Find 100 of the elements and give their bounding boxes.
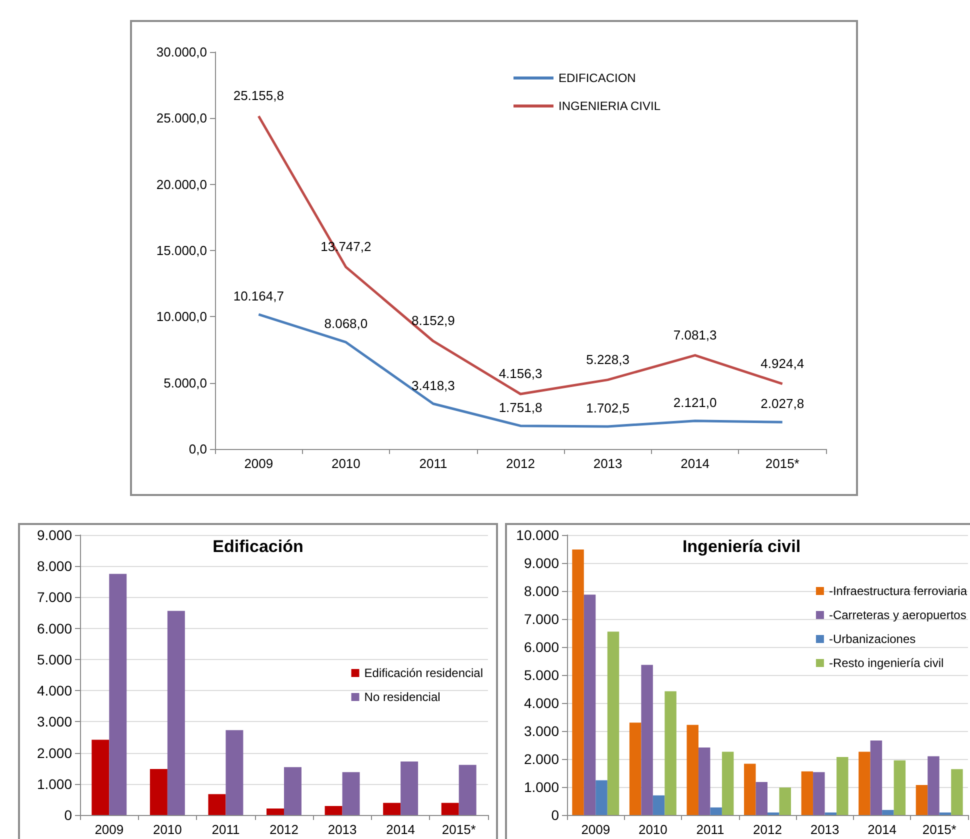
- x-tick-label: 2013: [810, 822, 840, 837]
- bar: [572, 550, 584, 815]
- y-tick-label: 9.000: [524, 555, 560, 571]
- x-tick-label: 2014: [868, 822, 897, 837]
- x-tick-label: 2012: [753, 822, 782, 837]
- y-tick-label: 1.000: [36, 776, 72, 792]
- x-tick-label: 2014: [680, 456, 710, 471]
- y-tick-label: 8.000: [524, 583, 560, 599]
- data-label: 5.228,3: [586, 352, 630, 367]
- y-tick-label: 1.000: [524, 779, 560, 795]
- y-tick-label: 6.000: [524, 639, 560, 655]
- bar: [801, 771, 814, 815]
- bar: [951, 769, 963, 815]
- y-tick-label: 10.000: [516, 527, 560, 543]
- y-tick-label: 20.000,0: [156, 176, 207, 192]
- y-tick-label: 15.000,0: [156, 243, 207, 258]
- bar: [813, 772, 825, 815]
- bar: [722, 752, 734, 815]
- y-tick-label: 5.000: [36, 651, 72, 668]
- data-label: 2.121,0: [673, 394, 717, 410]
- bar: [698, 748, 710, 815]
- x-tick-label: 2015*: [765, 456, 800, 471]
- bar: [928, 756, 940, 815]
- bar: [584, 594, 596, 815]
- y-tick-label: 5.000: [524, 667, 560, 683]
- bar: [458, 764, 476, 815]
- bar: [894, 760, 906, 815]
- data-label: 4.924,4: [760, 356, 804, 371]
- x-tick-label: 2014: [386, 822, 416, 837]
- x-tick-label: 2012: [506, 456, 535, 471]
- bar: [836, 757, 848, 815]
- bar: [710, 807, 722, 815]
- bar: [324, 806, 342, 815]
- y-tick-label: 3.000: [36, 714, 72, 730]
- y-tick-label: 3.000: [524, 723, 560, 739]
- bar: [858, 752, 870, 815]
- y-tick-label: 4.000: [524, 695, 560, 711]
- y-tick-label: 5.000,0: [164, 375, 207, 390]
- data-label: 3.418,3: [412, 378, 455, 393]
- y-tick-label: 2.000: [524, 751, 560, 767]
- y-tick-label: 6.000: [36, 620, 72, 636]
- bar: [441, 802, 459, 815]
- data-label: 4.156,3: [498, 366, 542, 381]
- x-tick-label: 2013: [328, 822, 357, 837]
- y-tick-label: 30.000,0: [156, 44, 207, 60]
- y-tick-label: 0: [551, 807, 560, 823]
- x-tick-label: 2009: [244, 456, 274, 471]
- legend-label: -Urbanizaciones: [828, 632, 916, 646]
- x-tick-label: 2013: [593, 456, 622, 471]
- bar: [226, 730, 244, 815]
- chart-title: Ingeniería civil: [682, 537, 801, 556]
- y-tick-label: 9.000: [36, 527, 72, 543]
- y-tick-label: 0,0: [188, 442, 207, 456]
- data-label: 1.751,8: [498, 400, 542, 415]
- x-tick-label: 2010: [638, 822, 668, 837]
- data-label: 7.081,3: [673, 327, 717, 342]
- chart-title: Edificación: [212, 537, 304, 556]
- bar: [756, 782, 768, 815]
- bar: [208, 794, 226, 815]
- bar: [686, 724, 698, 815]
- legend-label: -Resto ingeniería civil: [828, 656, 944, 670]
- bar: [824, 812, 837, 815]
- data-label: 10.164,7: [233, 288, 284, 304]
- x-tick-label: 2012: [270, 822, 298, 837]
- bar: [870, 740, 882, 815]
- x-tick-label: 2009: [94, 822, 124, 837]
- bar: [607, 632, 620, 815]
- bar: [916, 785, 928, 815]
- bar: [779, 788, 791, 815]
- bar: [629, 722, 642, 815]
- x-tick-label: 2015*: [922, 822, 956, 837]
- bar: [652, 795, 665, 815]
- y-tick-label: 25.000,0: [156, 110, 207, 126]
- legend-label: EDIFICACION: [558, 71, 636, 85]
- bar: [92, 740, 110, 815]
- y-tick-label: 10.000,0: [156, 309, 207, 324]
- bar: [167, 610, 185, 815]
- bar: [284, 767, 302, 815]
- x-tick-label: 2011: [696, 822, 724, 837]
- x-tick-label: 2015*: [442, 822, 476, 837]
- bar: [383, 802, 401, 815]
- legend-label: -Infraestructura ferroviaria: [828, 584, 968, 598]
- y-tick-label: 0: [64, 807, 72, 823]
- x-tick-label: 2010: [331, 456, 360, 471]
- bar: [744, 764, 756, 815]
- legend-label: -Carreteras y aeropuertos: [828, 608, 966, 622]
- x-tick-label: 2011: [212, 822, 240, 837]
- y-tick-label: 8.000: [36, 558, 72, 574]
- bar: [641, 664, 653, 815]
- bar: [266, 808, 284, 815]
- x-tick-label: 2011: [419, 456, 448, 471]
- data-label: 8.152,9: [412, 313, 455, 328]
- x-tick-label: 2009: [581, 822, 610, 837]
- legend-label: No residencial: [364, 690, 440, 704]
- y-tick-label: 7.000: [524, 611, 560, 627]
- bar: [768, 812, 780, 815]
- bar: [342, 772, 360, 815]
- legend-label: INGENIERIA CIVIL: [558, 99, 661, 113]
- data-label: 2.027,8: [760, 396, 804, 412]
- legend-label: Edificación residencial: [364, 666, 484, 680]
